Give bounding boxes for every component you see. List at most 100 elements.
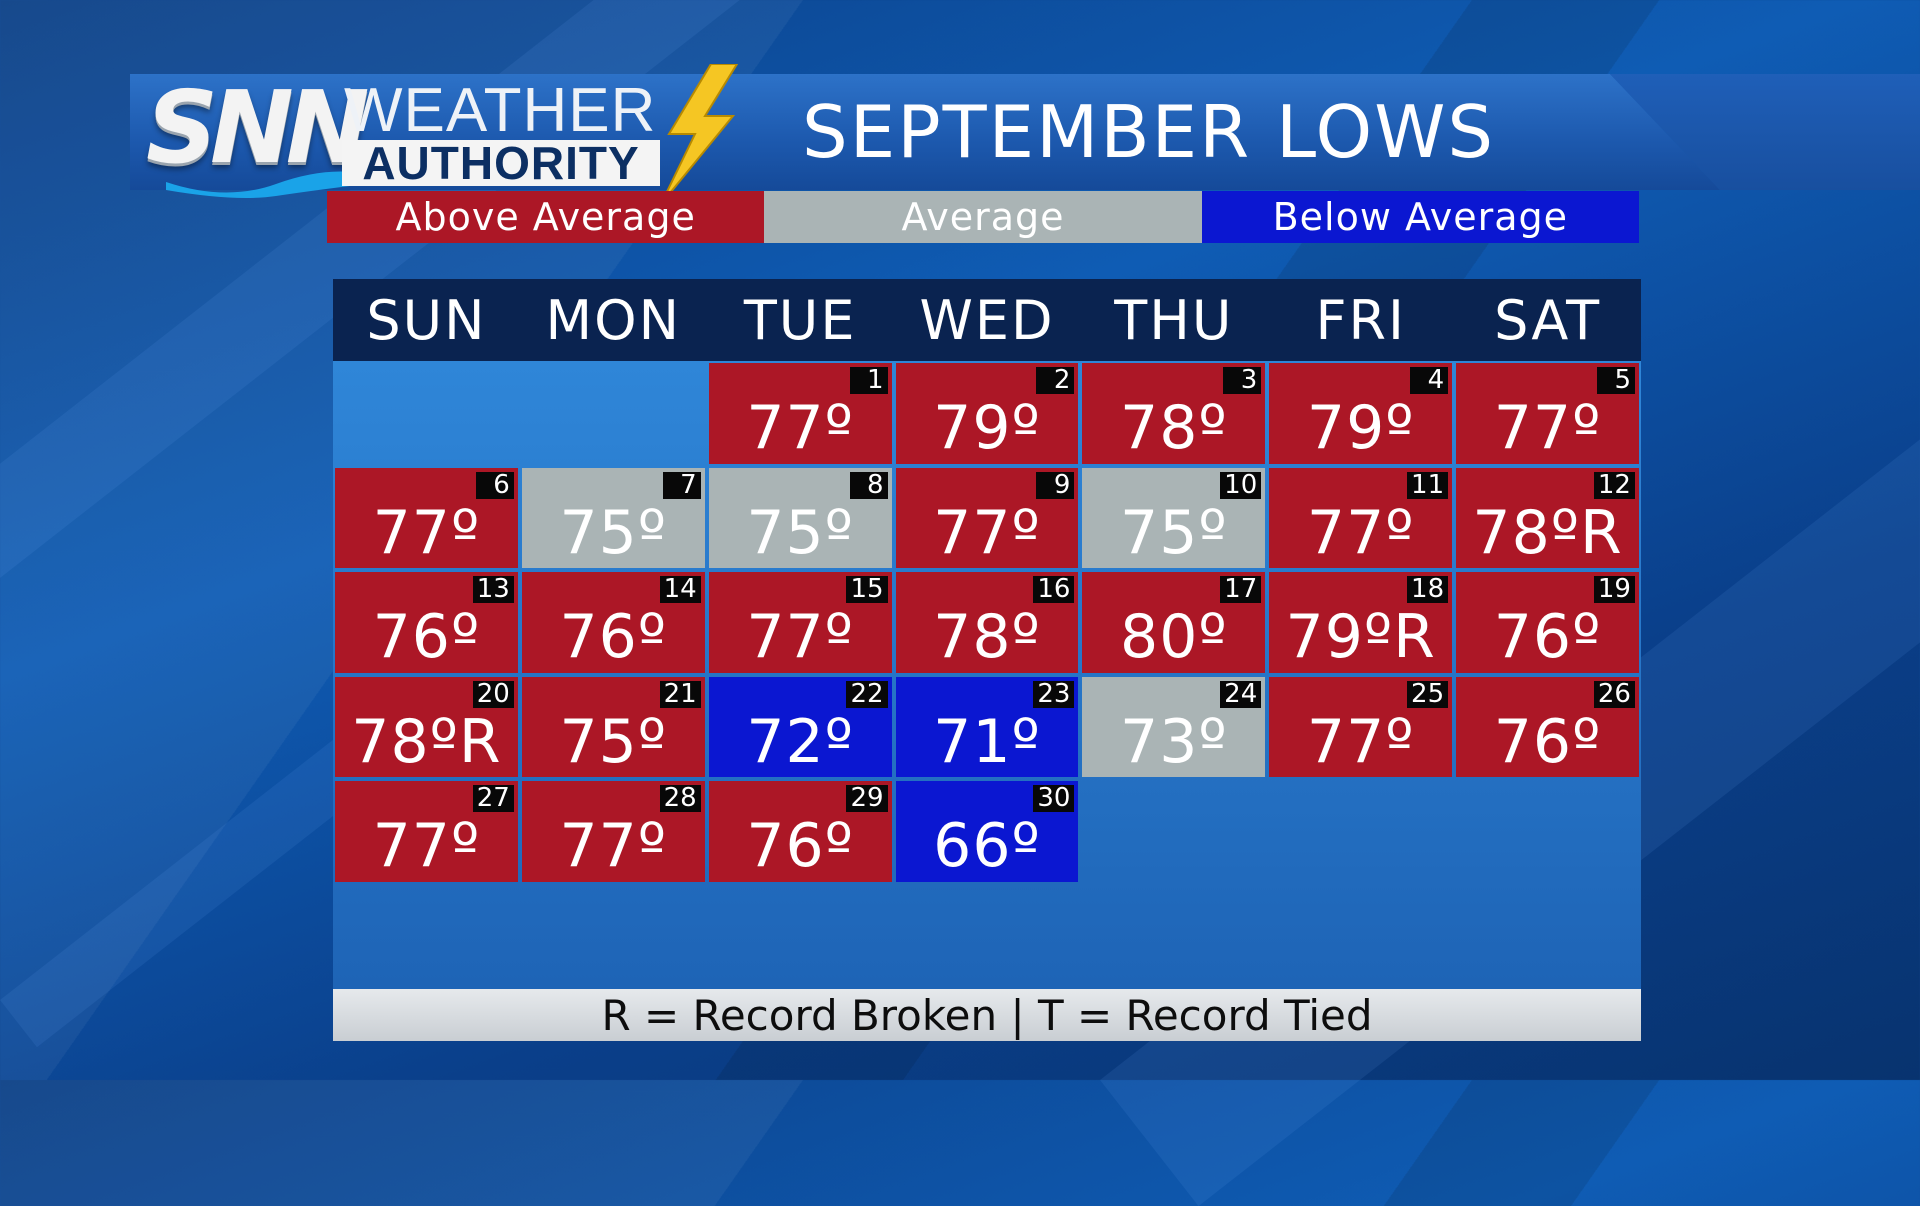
wave-swoosh-icon bbox=[166, 171, 366, 198]
calendar-day-cell: 8 75º bbox=[708, 467, 892, 569]
calendar-day-cell: 10 75º bbox=[1082, 467, 1266, 569]
legend-above-average: Above Average bbox=[327, 191, 765, 243]
snn-weather-authority-logo: SNN WEATHER AUTHORITY bbox=[146, 64, 866, 204]
low-temperature: 71º bbox=[933, 706, 1041, 777]
date-badge: 19 bbox=[1593, 576, 1635, 604]
page-title: SEPTEMBER LOWS bbox=[802, 90, 1496, 174]
authority-box: AUTHORITY bbox=[342, 140, 660, 186]
legend-average: Average bbox=[764, 191, 1202, 243]
date-badge: 20 bbox=[472, 680, 514, 708]
calendar: SUN MON TUE WED THU FRI SAT 1 77º 2 79º 3 78º… bbox=[333, 279, 1641, 1041]
low-temperature: 72º bbox=[746, 706, 854, 777]
day-name-tue: TUE bbox=[743, 288, 857, 352]
day-header-row: SUN MON TUE WED THU FRI SAT bbox=[333, 279, 1641, 361]
authority-word: AUTHORITY bbox=[362, 137, 640, 189]
date-badge: 1 bbox=[849, 367, 888, 394]
date-badge: 6 bbox=[475, 471, 514, 499]
calendar-day-cell: 18 79ºR bbox=[1269, 572, 1453, 673]
low-temperature: 77º bbox=[746, 602, 854, 673]
calendar-day-cell: 13 76º bbox=[335, 572, 518, 673]
low-temperature: 78º bbox=[1120, 393, 1228, 463]
snn-logo-text: SNN bbox=[146, 69, 369, 186]
low-temperature: 78ºR bbox=[351, 706, 502, 777]
day-name-wed: WED bbox=[919, 288, 1055, 352]
date-badge: 12 bbox=[1593, 471, 1635, 499]
low-temperature: 77º bbox=[933, 497, 1041, 568]
lightning-bolt-icon bbox=[660, 64, 739, 204]
date-badge: 8 bbox=[849, 471, 888, 499]
calendar-day-cell: 17 80º bbox=[1082, 572, 1266, 673]
date-badge: 7 bbox=[662, 471, 701, 499]
record-key-footer: R = Record Broken | T = Record Tied bbox=[333, 989, 1641, 1041]
calendar-day-cell: 20 78ºR bbox=[335, 676, 518, 778]
calendar-day-cell: 27 77º bbox=[335, 781, 518, 882]
calendar-day-cell: 5 77º bbox=[1456, 363, 1639, 464]
day-name-mon: MON bbox=[545, 288, 682, 352]
calendar-day-cell: 26 76º bbox=[1456, 676, 1639, 778]
low-temperature: 75º bbox=[746, 497, 854, 568]
day-name-sun: SUN bbox=[366, 288, 487, 352]
low-temperature: 76º bbox=[559, 602, 668, 673]
calendar-day-cell: 22 72º bbox=[708, 676, 892, 778]
date-badge: 13 bbox=[472, 576, 514, 604]
date-badge: 30 bbox=[1033, 785, 1075, 813]
low-temperature: 76º bbox=[1493, 602, 1602, 673]
date-badge: 22 bbox=[846, 680, 888, 708]
low-temperature: 79º bbox=[1306, 393, 1415, 463]
low-temperature: 78º bbox=[933, 602, 1041, 673]
date-badge: 5 bbox=[1596, 367, 1635, 394]
date-badge: 28 bbox=[659, 785, 701, 813]
low-temperature: 75º bbox=[1120, 497, 1228, 568]
low-temperature: 76º bbox=[372, 602, 481, 673]
low-temperature: 77º bbox=[559, 811, 668, 882]
date-badge: 11 bbox=[1407, 471, 1449, 499]
calendar-day-cell: 2 79º bbox=[895, 363, 1079, 464]
calendar-day-cell: 12 78ºR bbox=[1456, 467, 1639, 569]
calendar-day-cell: 25 77º bbox=[1269, 676, 1453, 778]
date-badge: 14 bbox=[659, 576, 701, 604]
calendar-day-cell: 7 75º bbox=[521, 467, 705, 569]
date-badge: 17 bbox=[1220, 576, 1262, 604]
low-temperature: 78ºR bbox=[1472, 497, 1623, 568]
calendar-day-cell: 30 66º bbox=[895, 781, 1079, 882]
low-temperature: 77º bbox=[372, 497, 481, 568]
legend: Above Average Average Below Average bbox=[327, 191, 1639, 243]
low-temperature: 79º bbox=[933, 393, 1041, 463]
calendar-day-cell: 6 77º bbox=[335, 467, 518, 569]
calendar-day-cell: 19 76º bbox=[1456, 572, 1639, 673]
day-name-sat: SAT bbox=[1494, 288, 1602, 352]
calendar-day-cell: 16 78º bbox=[895, 572, 1079, 673]
calendar-day-cell: 11 77º bbox=[1269, 467, 1453, 569]
low-temperature: 66º bbox=[933, 811, 1041, 882]
date-badge: 3 bbox=[1223, 367, 1262, 394]
low-temperature: 77º bbox=[372, 811, 481, 882]
calendar-day-cell: 14 76º bbox=[521, 572, 705, 673]
day-name-fri: FRI bbox=[1315, 288, 1406, 352]
low-temperature: 77º bbox=[1306, 497, 1415, 568]
calendar-day-cell: 1 77º bbox=[708, 363, 892, 464]
low-temperature: 76º bbox=[1493, 706, 1602, 777]
calendar-day-cell: 15 77º bbox=[708, 572, 892, 673]
low-temperature: 80º bbox=[1120, 602, 1228, 673]
calendar-day-cell: 4 79º bbox=[1269, 363, 1453, 464]
date-badge: 29 bbox=[846, 785, 888, 813]
low-temperature: 75º bbox=[559, 497, 668, 568]
low-temperature: 77º bbox=[746, 393, 854, 463]
header: SNN WEATHER AUTHORITY SEPTEMBER LOWS bbox=[130, 64, 1920, 204]
low-temperature: 77º bbox=[1306, 706, 1415, 777]
calendar-day-cell: 9 77º bbox=[895, 467, 1079, 569]
date-badge: 25 bbox=[1407, 680, 1449, 708]
weather-word: WEATHER bbox=[344, 76, 657, 145]
day-name-thu: THU bbox=[1114, 288, 1234, 352]
low-temperature: 79ºR bbox=[1285, 602, 1436, 673]
date-badge: 24 bbox=[1220, 680, 1262, 708]
calendar-day-cell: 3 78º bbox=[1082, 363, 1266, 464]
calendar-day-cell: 28 77º bbox=[521, 781, 705, 882]
low-temperature: 77º bbox=[1493, 393, 1602, 463]
date-badge: 18 bbox=[1407, 576, 1449, 604]
low-temperature: 76º bbox=[746, 811, 854, 882]
date-badge: 16 bbox=[1033, 576, 1075, 604]
date-badge: 4 bbox=[1410, 367, 1449, 394]
date-badge: 10 bbox=[1220, 471, 1262, 499]
date-badge: 26 bbox=[1593, 680, 1635, 708]
